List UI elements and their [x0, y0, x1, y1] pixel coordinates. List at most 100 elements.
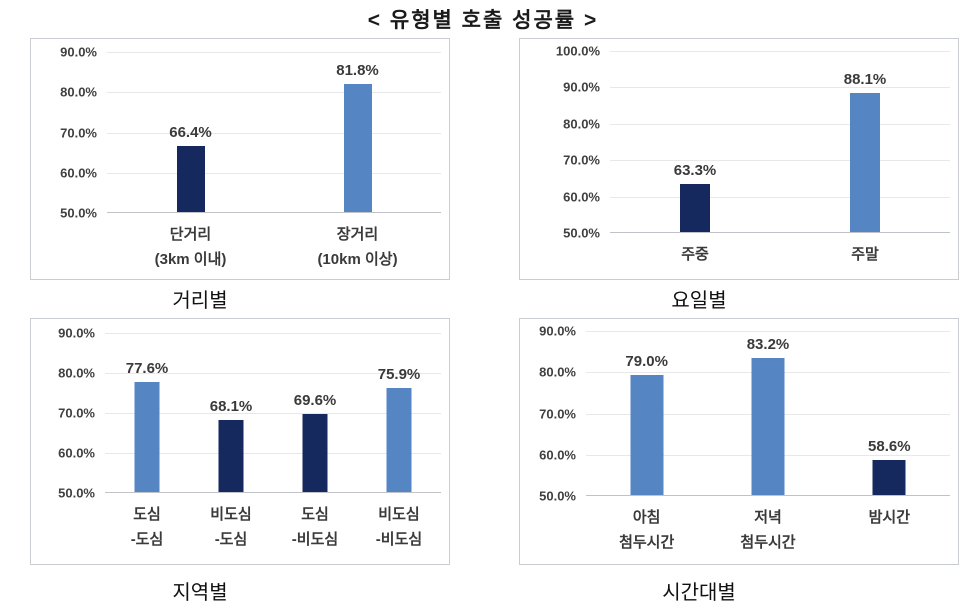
gridline	[107, 52, 441, 53]
bar	[302, 414, 328, 492]
category-label: 장거리 (10km 이상)	[317, 226, 398, 268]
bar-value-label: 77.6%	[125, 360, 169, 377]
y-axis-tick-label: 90.0%	[563, 79, 600, 95]
plot-area: 77.6% 68.1% 69.6% 75.9%	[105, 333, 441, 493]
y-axis-tick-label: 100.0%	[555, 43, 600, 59]
bar-value-label: 69.6%	[293, 392, 337, 409]
chart-panel-distance: 66.4% 81.8% 90.0% 80.0% 70.0% 60.0% 50.0% 단거리 (…	[30, 38, 450, 280]
category-label: 아침 첨두시간	[619, 509, 675, 551]
category-label: 저녁 첨두시간	[740, 509, 796, 551]
category-label: 비도심 -도심	[210, 506, 252, 548]
bar	[630, 375, 664, 495]
y-axis-tick-label: 50.0%	[563, 225, 600, 241]
category-column: 75.9%	[357, 333, 441, 492]
category-column: 83.2%	[707, 331, 828, 495]
bar-value-label: 83.2%	[746, 336, 790, 353]
chart-caption-weekday: 요일별	[671, 290, 727, 312]
category-labels-row: 단거리 (3km 이내) 장거리 (10km 이상)	[107, 222, 441, 272]
chart-caption-distance: 거리별	[172, 290, 228, 312]
category-label: 단거리 (3km 이내)	[154, 226, 227, 268]
category-label: 주말	[851, 246, 879, 263]
gridline	[610, 160, 950, 162]
bar-value-label: 58.6%	[868, 438, 911, 455]
chart-caption-region: 지역별	[172, 582, 228, 604]
category-column: 68.1%	[189, 333, 273, 492]
bar-value-label: 88.1%	[843, 71, 887, 88]
bars-container: 66.4% 81.8%	[107, 52, 441, 212]
plot-area: 63.3% 88.1%	[610, 51, 950, 233]
bar-value-label: 68.1%	[209, 398, 253, 415]
gridline	[105, 453, 441, 454]
plot-area: 66.4% 81.8%	[107, 52, 441, 213]
y-axis-tick-label: 90.0%	[539, 323, 576, 339]
chart-caption-time: 시간대별	[662, 582, 736, 604]
y-axis-tick-label: 60.0%	[563, 189, 600, 205]
bar-value-label: 63.3%	[673, 162, 717, 179]
bars-container: 79.0% 83.2% 58.6%	[586, 331, 950, 495]
gridline	[610, 123, 950, 125]
category-label: 밤시간	[868, 509, 911, 526]
chart-panel-region: 77.6% 68.1% 69.6% 75.9% 90.0% 80.0% 70.0% 60.0%…	[30, 318, 450, 565]
y-axis-tick-label: 60.0%	[539, 447, 576, 463]
y-axis-tick-label: 60.0%	[60, 165, 97, 181]
y-axis-tick-label: 70.0%	[563, 152, 600, 168]
chart-panel-weekday: 63.3% 88.1% 100.0% 90.0% 80.0% 70.0% 60.0% 50.0…	[519, 38, 959, 280]
category-labels-row: 도심 -도심 비도심 -도심 도심 -비도심 비도심 -비도심	[105, 502, 441, 552]
gridline	[107, 132, 441, 134]
bar-value-label: 81.8%	[336, 62, 379, 79]
category-label: 비도심 -비도심	[375, 506, 423, 548]
category-labels-row: 아침 첨두시간 저녁 첨두시간 밤시간	[586, 505, 950, 555]
bar	[218, 420, 244, 492]
category-column: 69.6%	[273, 333, 357, 492]
category-labels-row: 주중 주말	[610, 242, 950, 267]
y-axis-tick-label: 50.0%	[58, 485, 95, 501]
y-axis-tick-label: 70.0%	[60, 125, 97, 140]
gridline	[610, 196, 950, 198]
gridline	[105, 333, 441, 334]
gridline	[105, 413, 441, 414]
bar-value-label: 66.4%	[169, 124, 212, 141]
category-label: 도심 -비도심	[291, 506, 339, 548]
category-column: 77.6%	[105, 333, 189, 492]
bar-value-label: 79.0%	[625, 353, 668, 370]
category-column: 79.0%	[586, 331, 707, 495]
category-label: 도심 -도심	[130, 506, 164, 548]
gridline	[105, 373, 441, 374]
bar	[680, 184, 710, 232]
y-axis-tick-label: 80.0%	[539, 364, 576, 380]
y-axis-tick-label: 80.0%	[563, 116, 600, 132]
gridline	[107, 92, 441, 94]
category-column: 88.1%	[780, 51, 950, 232]
gridline	[586, 331, 950, 332]
gridline	[610, 87, 950, 89]
y-axis-tick-label: 60.0%	[58, 445, 95, 461]
bar	[751, 358, 785, 495]
bar	[386, 388, 412, 492]
y-axis-tick-label: 70.0%	[58, 405, 95, 421]
category-label: 주중	[681, 246, 709, 263]
y-axis-tick-label: 80.0%	[58, 365, 95, 381]
y-axis-tick-label: 80.0%	[60, 84, 97, 100]
y-axis-tick-label: 70.0%	[539, 406, 576, 421]
bars-container: 77.6% 68.1% 69.6% 75.9%	[105, 333, 441, 492]
category-column: 81.8%	[274, 52, 441, 212]
bar	[343, 84, 372, 212]
y-axis-tick-label: 50.0%	[60, 205, 97, 221]
bars-container: 63.3% 88.1%	[610, 51, 950, 232]
page-title: < 유형별 호출 성공률 >	[367, 9, 599, 32]
y-axis-tick-label: 90.0%	[60, 44, 97, 60]
chart-panel-time: 79.0% 83.2% 58.6% 90.0% 80.0% 70.0% 60.0% 50.0%…	[519, 318, 959, 565]
category-column: 66.4%	[107, 52, 274, 212]
y-axis-tick-label: 90.0%	[58, 325, 95, 341]
gridline	[107, 172, 441, 174]
bar	[872, 460, 906, 495]
y-axis-tick-label: 50.0%	[539, 488, 576, 504]
bar	[176, 146, 205, 212]
category-column: 63.3%	[610, 51, 780, 232]
bar	[850, 93, 880, 232]
gridline	[610, 51, 950, 52]
bar-value-label: 75.9%	[377, 366, 421, 383]
category-column: 58.6%	[829, 331, 950, 495]
plot-area: 79.0% 83.2% 58.6%	[586, 331, 950, 496]
